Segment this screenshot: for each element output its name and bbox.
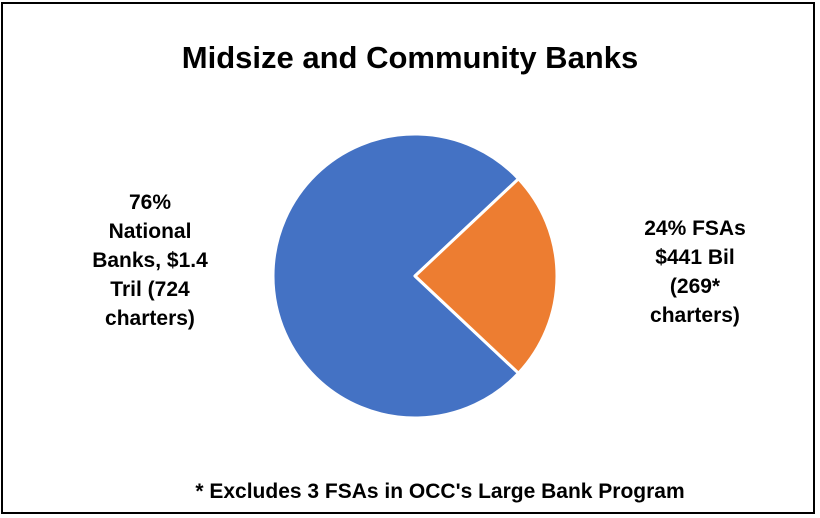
footnote: * Excludes 3 FSAs in OCC's Large Bank Pr…: [195, 480, 685, 503]
chart-title: Midsize and Community Banks: [181, 40, 639, 75]
pie-slice-national-banks: [271, 132, 521, 420]
slice-label-national-banks: 76% National Banks, $1.4 Tril (724 chart…: [92, 191, 208, 330]
slice-label-fsas: 24% FSAs $441 Bil (269* charters): [644, 217, 746, 327]
pie-slice-fsas: [413, 177, 559, 375]
